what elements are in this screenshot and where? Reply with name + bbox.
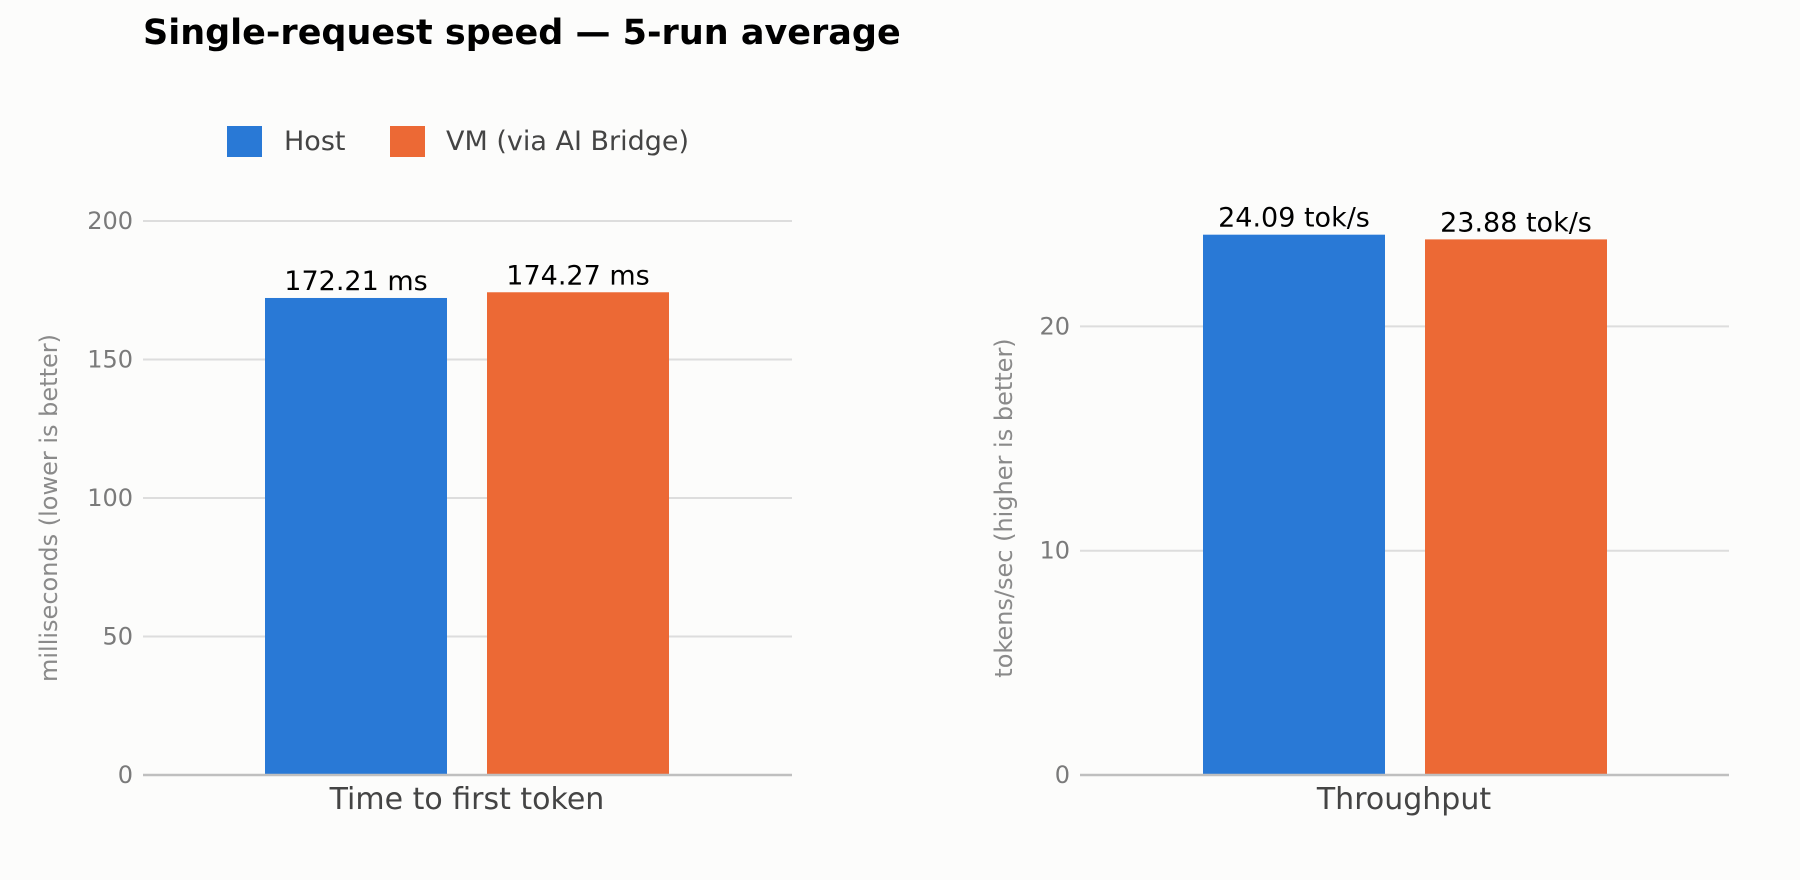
y-axis-label: milliseconds (lower is better) — [35, 334, 63, 682]
y-tick-label: 100 — [87, 484, 133, 512]
y-tick-label: 10 — [1039, 537, 1070, 565]
legend-label-vm: VM (via AI Bridge) — [446, 126, 689, 157]
bar-value-label: 24.09 tok/s — [1218, 203, 1370, 234]
y-tick-label: 0 — [1055, 761, 1070, 789]
legend-label-host: Host — [284, 126, 345, 157]
bar-host — [265, 297, 447, 775]
ttft-panel: 0 50 100 150 200 172.21 ms 174.27 ms Time to fi… — [35, 207, 792, 817]
y-axis-label: tokens/sec (higher is better) — [990, 338, 1018, 677]
bar-vm — [487, 292, 669, 775]
legend: Host VM (via AI Bridge) — [227, 126, 689, 157]
y-tick-label: 200 — [87, 207, 133, 235]
bar-value-label: 23.88 tok/s — [1440, 207, 1592, 238]
y-tick-label: 20 — [1039, 312, 1070, 340]
y-tick-label: 0 — [118, 761, 133, 789]
legend-swatch-host — [227, 126, 262, 157]
bar-value-label: 172.21 ms — [284, 266, 427, 297]
throughput-panel: 0 10 20 24.09 tok/s 23.88 tok/s Throughput tok… — [990, 203, 1729, 817]
bar-value-label: 174.27 ms — [506, 260, 649, 291]
bar-host — [1203, 234, 1385, 776]
y-tick-label: 150 — [87, 346, 133, 374]
x-category-label: Time to first token — [329, 782, 605, 817]
y-tick-label: 50 — [102, 623, 133, 651]
bar-vm — [1425, 239, 1607, 775]
legend-swatch-vm — [390, 126, 425, 157]
chart-title: Single-request speed — 5-run average — [143, 13, 901, 53]
x-category-label: Throughput — [1316, 782, 1491, 817]
